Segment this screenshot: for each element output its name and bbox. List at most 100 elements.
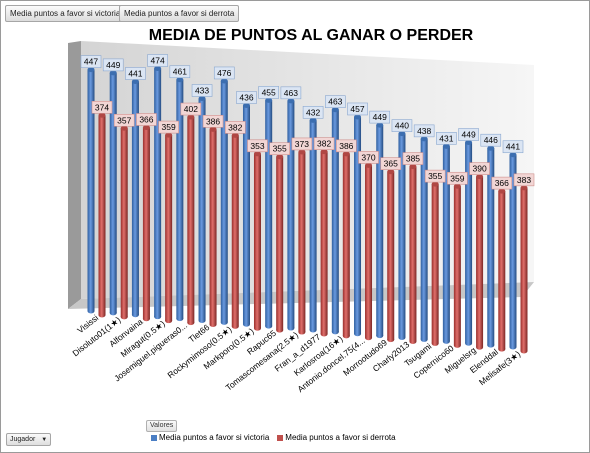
bar-win-2	[131, 78, 139, 318]
svg-text:370: 370	[361, 152, 375, 162]
bar-loss-16	[453, 183, 461, 348]
svg-text:441: 441	[128, 68, 142, 78]
svg-text:359: 359	[162, 122, 176, 132]
bar-loss-6	[231, 132, 239, 329]
svg-text:463: 463	[284, 88, 298, 98]
data-label-loss-11: 386	[336, 139, 357, 153]
svg-text:366: 366	[495, 178, 509, 188]
data-label-win-12: 457	[347, 102, 368, 116]
svg-text:447: 447	[84, 57, 98, 67]
data-label-win-15: 438	[413, 124, 435, 138]
svg-text:353: 353	[250, 141, 264, 151]
data-label-win-5: 433	[191, 84, 213, 97]
data-label-loss-12: 370	[358, 151, 379, 164]
svg-text:355: 355	[273, 144, 287, 154]
bar-win-7	[242, 103, 250, 327]
svg-text:355: 355	[428, 171, 442, 181]
bar-win-12	[354, 114, 362, 337]
data-label-loss-7: 353	[247, 139, 268, 153]
bar-win-17	[465, 140, 473, 346]
svg-text:433: 433	[195, 86, 209, 96]
data-label-win-11: 463	[325, 95, 346, 108]
data-label-loss-16: 359	[447, 171, 468, 185]
svg-text:438: 438	[417, 126, 431, 136]
bar-loss-11	[342, 151, 350, 339]
svg-text:383: 383	[517, 175, 531, 185]
svg-text:476: 476	[217, 68, 231, 78]
svg-text:441: 441	[506, 142, 520, 152]
data-label-win-13: 449	[369, 110, 391, 124]
data-label-win-8: 455	[258, 86, 279, 99]
bar-loss-9	[298, 149, 306, 335]
bar-win-15	[420, 136, 428, 342]
svg-text:474: 474	[151, 56, 165, 66]
data-label-loss-4: 402	[180, 102, 202, 116]
chart-title: MEDIA DE PUNTOS AL GANAR O PERDER	[148, 27, 474, 44]
legend-swatch-win	[151, 434, 157, 441]
svg-text:386: 386	[206, 116, 220, 126]
chevron-down-icon: ▼	[41, 437, 48, 443]
row-field-button[interactable]: Jugador ▼	[6, 433, 52, 446]
svg-text:402: 402	[184, 104, 198, 114]
bar-loss-7	[253, 151, 261, 331]
svg-text:382: 382	[317, 139, 331, 149]
bar-loss-15	[431, 181, 439, 346]
svg-text:366: 366	[139, 115, 153, 125]
data-label-loss-19: 383	[513, 173, 535, 187]
data-label-loss-0: 374	[91, 100, 113, 114]
bar-loss-2	[142, 125, 150, 322]
data-label-win-19: 441	[502, 140, 524, 154]
svg-text:431: 431	[439, 133, 453, 143]
svg-text:436: 436	[239, 93, 253, 103]
data-label-win-1: 449	[102, 58, 124, 72]
bar-win-13	[376, 122, 384, 339]
data-label-win-6: 476	[213, 66, 235, 80]
bar-loss-0	[98, 112, 106, 318]
bar-loss-10	[320, 149, 328, 337]
svg-text:386: 386	[339, 141, 353, 151]
bar-win-18	[487, 145, 495, 348]
bar-win-1	[109, 70, 117, 316]
bar-loss-1	[120, 125, 128, 320]
data-label-win-14: 440	[391, 119, 413, 132]
filter-loss-button[interactable]: Media puntos a favor si derrota	[119, 5, 240, 22]
svg-text:461: 461	[173, 67, 187, 77]
legend-label-win: Media puntos a favor si victoria	[159, 433, 270, 442]
data-label-win-9: 463	[280, 86, 302, 100]
legend-swatch-loss	[277, 434, 284, 441]
data-label-loss-17: 390	[469, 162, 490, 175]
svg-text:449: 449	[461, 130, 475, 140]
data-label-loss-13: 365	[380, 157, 402, 170]
svg-text:446: 446	[484, 135, 498, 145]
bar-win-19	[509, 152, 517, 350]
svg-text:357: 357	[117, 115, 131, 125]
bar-loss-8	[276, 154, 284, 333]
bar-loss-5	[209, 126, 217, 327]
data-label-win-16: 431	[436, 132, 457, 145]
svg-text:440: 440	[395, 121, 409, 131]
bar-loss-17	[476, 174, 484, 350]
legend-label-loss: Media puntos a favor si derrota	[285, 433, 396, 442]
data-label-loss-10: 382	[313, 137, 335, 150]
bar-loss-12	[365, 162, 373, 341]
data-label-loss-9: 373	[291, 137, 313, 151]
svg-text:365: 365	[384, 159, 398, 169]
bar-win-5	[198, 96, 206, 323]
svg-text:390: 390	[472, 164, 486, 174]
svg-text:385: 385	[406, 154, 420, 164]
svg-text:359: 359	[450, 173, 464, 183]
bar-loss-4	[187, 114, 195, 326]
bar-win-16	[442, 143, 450, 344]
data-label-loss-2: 366	[136, 113, 157, 126]
bar-win-10	[309, 117, 317, 333]
values-field-button[interactable]: Valores	[146, 420, 178, 432]
bar-loss-18	[498, 188, 506, 352]
data-label-win-2: 441	[125, 67, 146, 80]
bar-loss-19	[520, 185, 528, 354]
svg-text:382: 382	[228, 122, 242, 132]
svg-text:449: 449	[373, 112, 387, 122]
bar-win-11	[331, 107, 339, 335]
svg-text:374: 374	[95, 102, 109, 112]
bar-win-6	[220, 78, 228, 325]
svg-text:449: 449	[106, 60, 120, 70]
